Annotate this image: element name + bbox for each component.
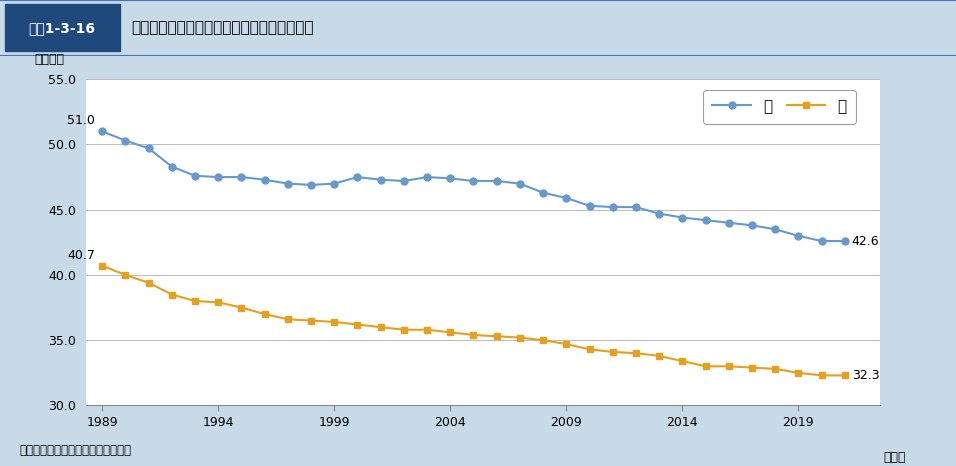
Legend: 男, 女: 男, 女 xyxy=(704,90,856,123)
女 xyxy=(747,365,758,370)
女 xyxy=(630,350,641,356)
男 xyxy=(653,211,664,216)
男 xyxy=(723,220,734,226)
女 xyxy=(166,292,178,297)
Bar xyxy=(5,5,120,51)
女 xyxy=(375,324,386,330)
Text: 資料：総務省統計局「労働力調査」: 資料：総務省統計局「労働力調査」 xyxy=(19,444,131,457)
男 xyxy=(607,204,619,210)
男 xyxy=(236,174,248,180)
男 xyxy=(839,238,851,244)
女 xyxy=(514,335,526,340)
女 xyxy=(352,322,363,327)
男 xyxy=(166,164,178,170)
男 xyxy=(793,233,804,239)
男 xyxy=(560,195,572,201)
Text: 図表1-3-16: 図表1-3-16 xyxy=(29,21,96,35)
男 xyxy=(375,177,386,183)
女 xyxy=(445,329,456,335)
男 xyxy=(282,181,293,186)
女 xyxy=(143,280,155,286)
男 xyxy=(259,177,271,183)
男 xyxy=(329,181,340,186)
女 xyxy=(560,341,572,347)
Text: 51.0: 51.0 xyxy=(68,115,96,128)
男 xyxy=(422,174,433,180)
男 xyxy=(630,204,641,210)
女 xyxy=(677,358,688,364)
男 xyxy=(700,217,711,223)
男 xyxy=(747,223,758,228)
男 xyxy=(514,181,526,186)
女 xyxy=(398,327,409,333)
男 xyxy=(491,178,503,184)
女 xyxy=(700,363,711,369)
女 xyxy=(305,318,316,323)
女 xyxy=(770,366,781,372)
女 xyxy=(839,373,851,378)
男 xyxy=(445,176,456,181)
男 xyxy=(584,203,596,209)
男 xyxy=(467,178,479,184)
女 xyxy=(97,263,108,268)
Text: （時間）: （時間） xyxy=(34,53,64,66)
男 xyxy=(770,226,781,232)
女 xyxy=(212,300,224,305)
男 xyxy=(352,174,363,180)
男 xyxy=(97,129,108,134)
女 xyxy=(723,363,734,369)
女 xyxy=(329,319,340,325)
男 xyxy=(815,238,827,244)
Text: 40.7: 40.7 xyxy=(68,249,96,262)
男 xyxy=(677,215,688,220)
Text: 42.6: 42.6 xyxy=(852,234,880,247)
女 xyxy=(815,373,827,378)
女 xyxy=(537,337,549,343)
女 xyxy=(189,298,201,304)
女 xyxy=(282,316,293,322)
女 xyxy=(584,347,596,352)
Line: 女: 女 xyxy=(98,262,848,379)
男 xyxy=(305,182,316,188)
女 xyxy=(467,332,479,338)
女 xyxy=(607,349,619,355)
男 xyxy=(398,178,409,184)
女 xyxy=(793,370,804,376)
女 xyxy=(236,305,248,310)
Line: 男: 男 xyxy=(98,128,848,245)
男 xyxy=(143,145,155,151)
女 xyxy=(653,353,664,359)
男 xyxy=(120,138,131,144)
女 xyxy=(422,327,433,333)
男 xyxy=(212,174,224,180)
女 xyxy=(259,311,271,317)
男 xyxy=(189,173,201,178)
女 xyxy=(120,272,131,278)
男 xyxy=(537,190,549,196)
Text: 32.3: 32.3 xyxy=(852,369,880,382)
Text: 平均週間就業時間の推移（非農林業雇用者）: 平均週間就業時間の推移（非農林業雇用者） xyxy=(131,21,314,35)
Text: （年）: （年） xyxy=(883,451,906,464)
女 xyxy=(491,334,503,339)
